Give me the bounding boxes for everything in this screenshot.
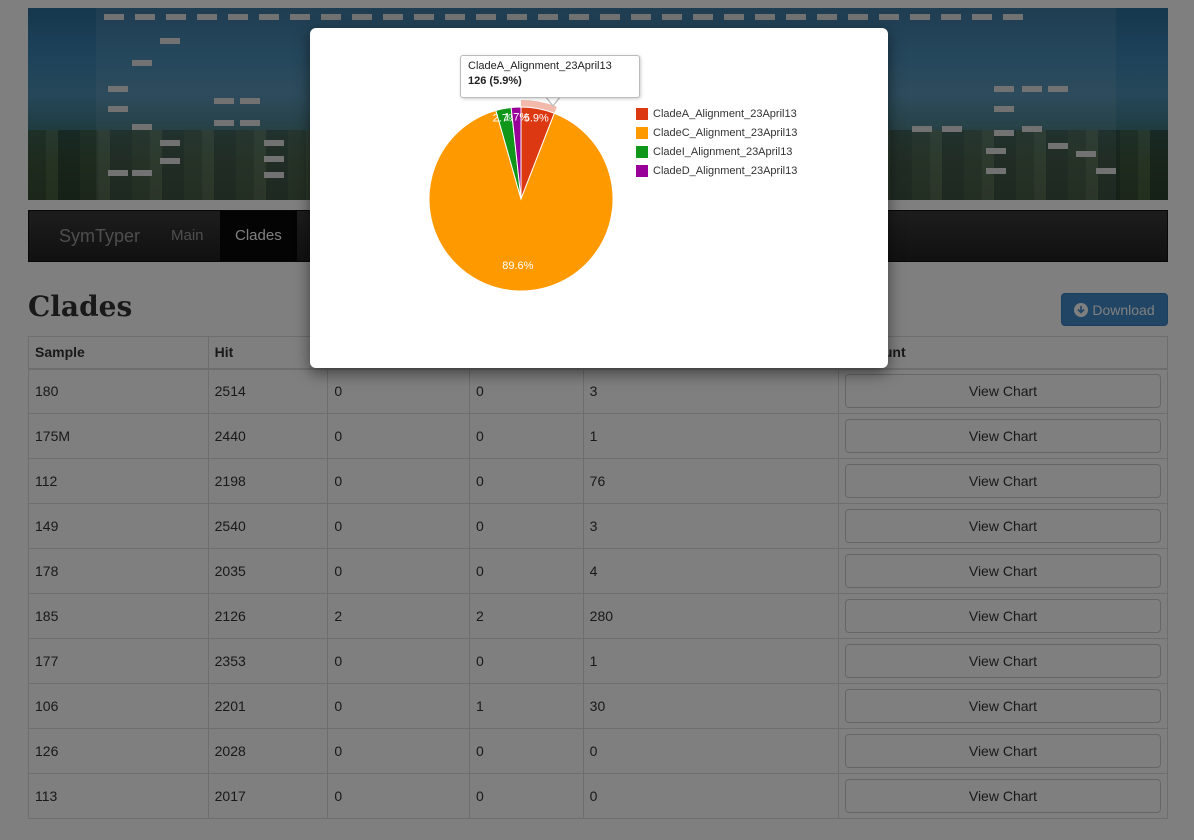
legend-label: CladeC_Alignment_23April13 <box>653 126 798 139</box>
pie-slice[interactable] <box>510 106 522 200</box>
legend-swatch <box>636 107 648 120</box>
pie-slice-label: 1.7% <box>504 111 529 123</box>
legend-label: CladeI_Alignment_23April13 <box>653 145 793 158</box>
pie-slice[interactable] <box>428 109 614 292</box>
chart-modal: 5.9% 89.6% 2.7% 1.7% CladeA_Alignment_23Apr… <box>310 28 888 368</box>
pie-slice-highlight <box>521 100 557 114</box>
chart-legend: CladeA_Alignment_23April13 CladeC_Alignme… <box>636 104 797 180</box>
legend-swatch <box>636 164 648 177</box>
legend-label: CladeD_Alignment_23April13 <box>653 164 798 177</box>
legend-item[interactable]: CladeA_Alignment_23April13 <box>636 104 797 123</box>
legend-item[interactable]: CladeC_Alignment_23April13 <box>636 123 797 142</box>
tooltip-label: CladeA_Alignment_23April13 <box>468 60 612 72</box>
legend-item[interactable]: CladeD_Alignment_23April13 <box>636 161 797 180</box>
legend-swatch <box>636 126 648 139</box>
chart-tooltip: CladeA_Alignment_23April13 126 (5.9%) <box>460 55 640 98</box>
tooltip-value: 126 (5.9%) <box>468 75 522 87</box>
legend-label: CladeA_Alignment_23April13 <box>653 107 797 120</box>
legend-item[interactable]: CladeI_Alignment_23April13 <box>636 142 797 161</box>
legend-swatch <box>636 145 648 158</box>
pie-slice-label: 5.9% <box>524 113 549 125</box>
pie-slice-label: 89.6% <box>502 260 533 272</box>
pie-chart: 5.9%89.6%2.7%1.7% <box>428 100 614 292</box>
